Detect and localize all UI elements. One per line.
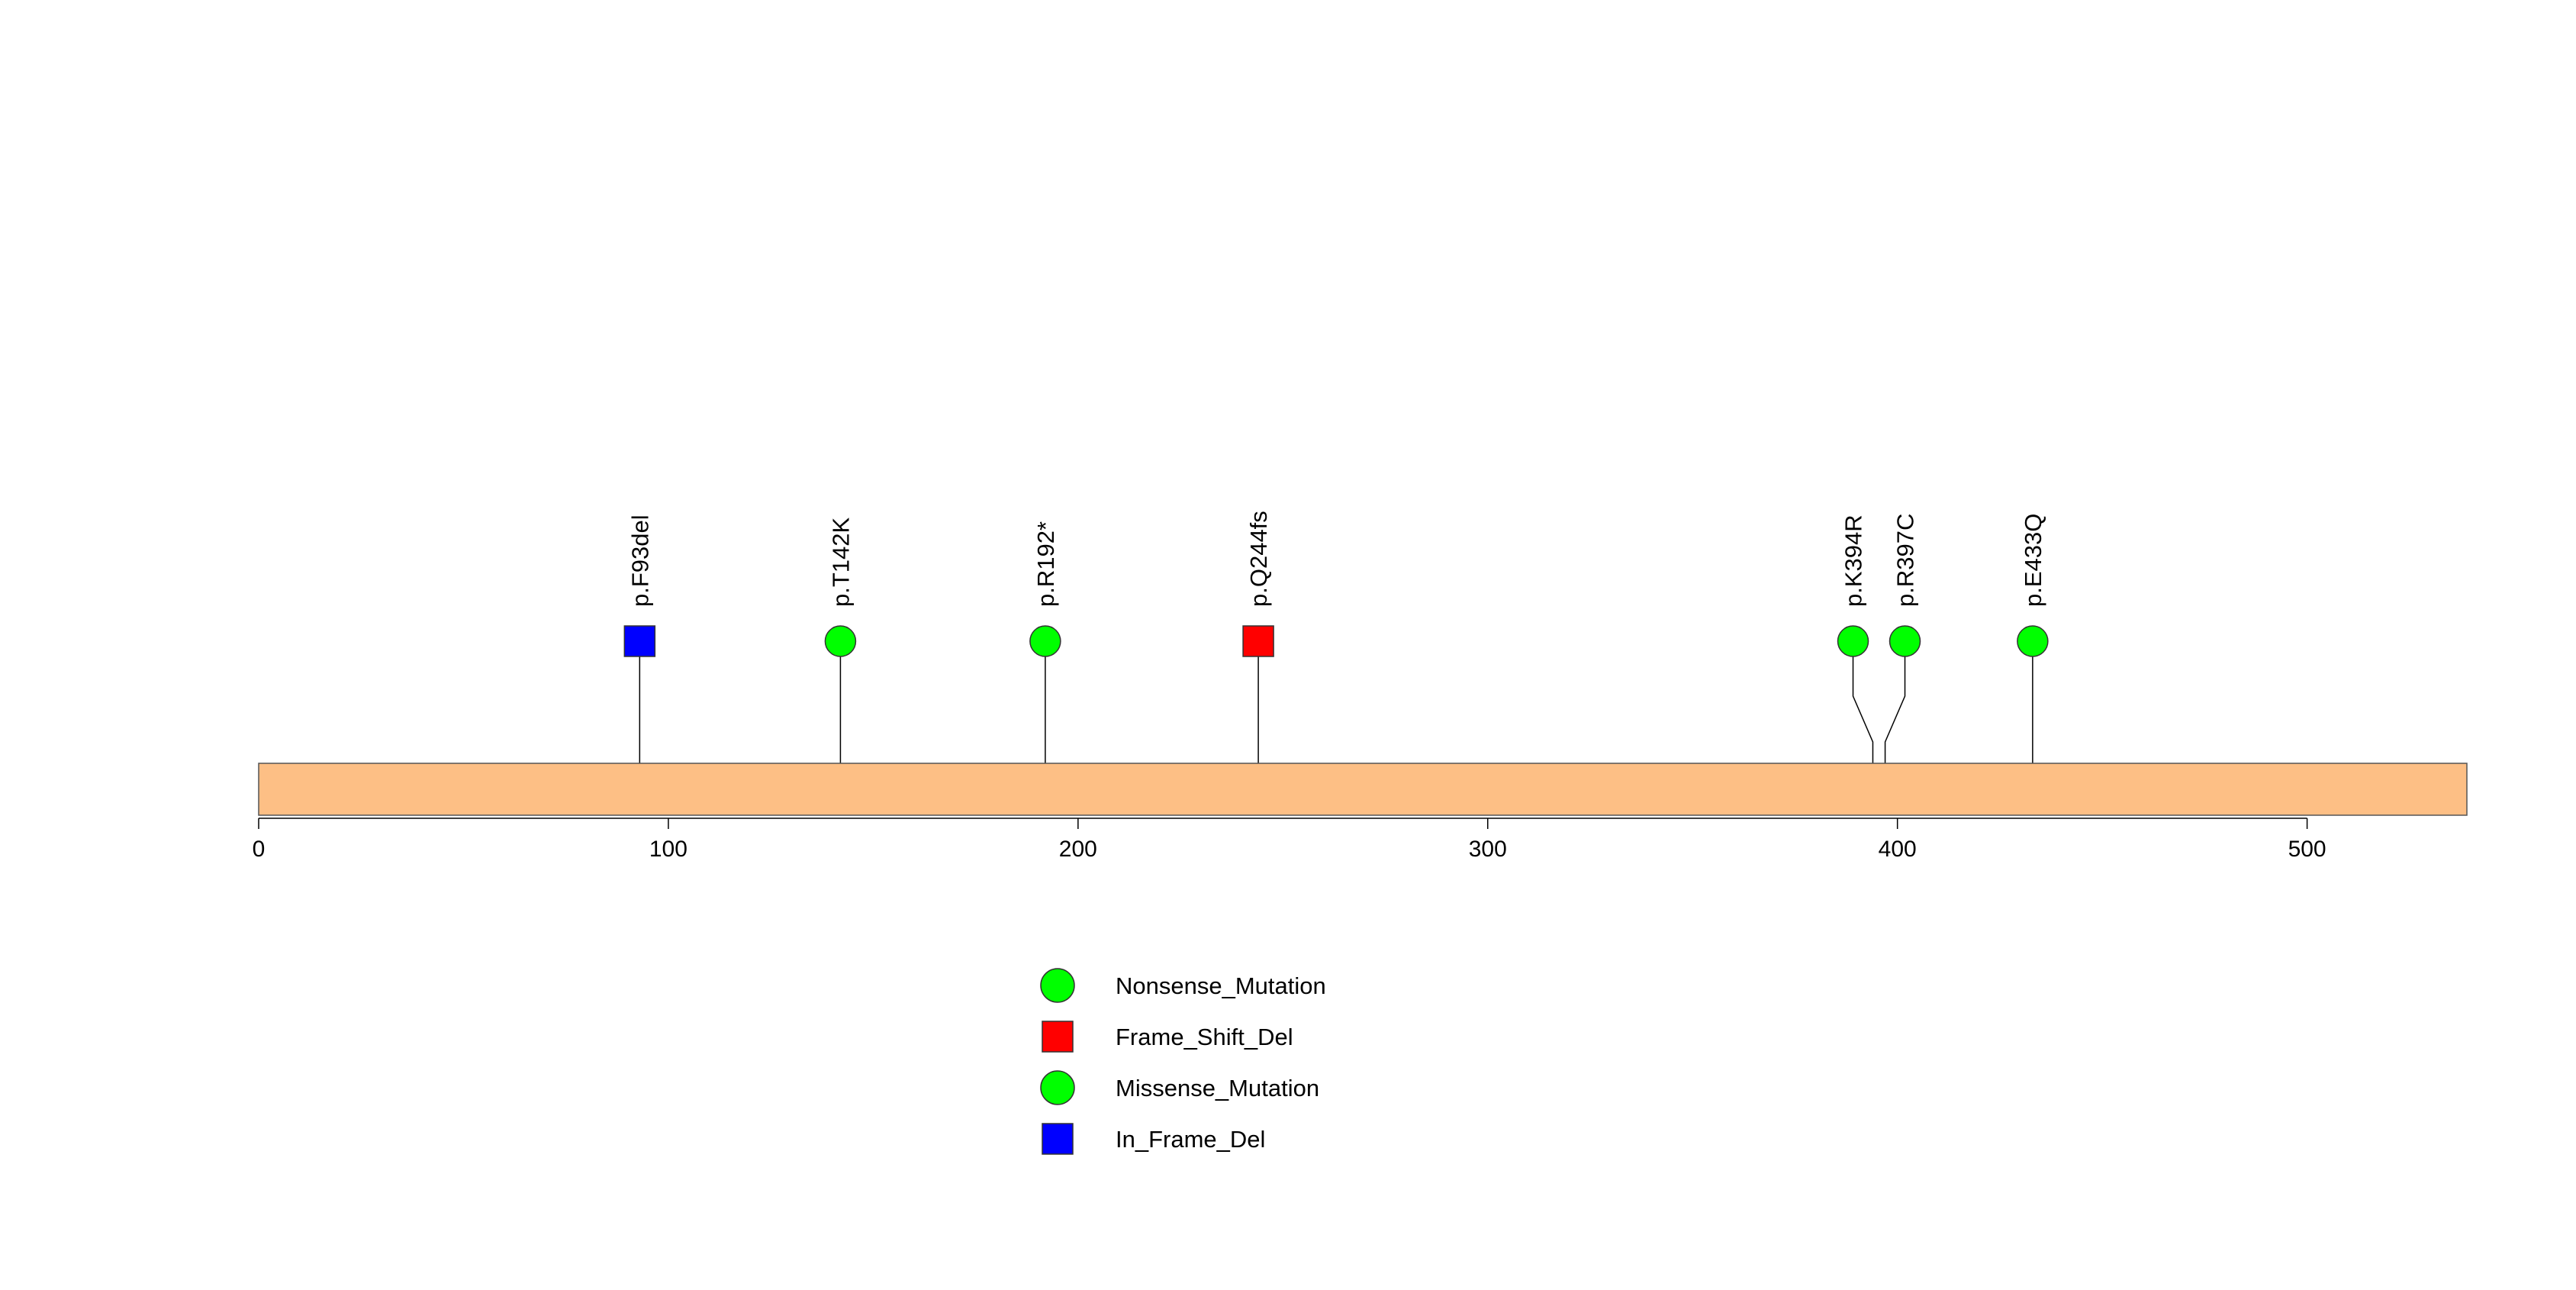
legend-label: Frame_Shift_Del <box>1116 1024 1293 1050</box>
mutation-label: p.T142K <box>827 517 854 607</box>
x-axis-tick-label: 300 <box>1469 837 1507 862</box>
x-axis-tick-label: 100 <box>649 837 687 862</box>
x-axis-tick-label: 200 <box>1059 837 1097 862</box>
x-axis: 0 100 200 300 400 500 <box>253 818 2326 862</box>
mutation-label: p.R397C <box>1892 514 1919 607</box>
mutation-label: p.Q244fs <box>1245 511 1272 607</box>
mutation-marker-square <box>623 625 656 657</box>
mutation-label: p.E433Q <box>2020 514 2046 607</box>
protein-bar <box>258 763 2468 816</box>
mutation-marker-square <box>1242 625 1274 657</box>
legend-swatch-square <box>1042 1021 1074 1053</box>
mutation-label: p.R192* <box>1032 521 1059 607</box>
mutation-marker-circle <box>2017 625 2049 657</box>
mutation-label: p.K394R <box>1840 514 1867 607</box>
legend-label: Nonsense_Mutation <box>1116 972 1326 999</box>
legend-swatch-square <box>1042 1123 1074 1155</box>
x-axis-tick-label: 500 <box>2288 837 2326 862</box>
x-axis-tick-label: 400 <box>1879 837 1917 862</box>
legend-label: In_Frame_Del <box>1116 1126 1265 1153</box>
mutation-label: p.F93del <box>626 514 653 607</box>
mutation-marker-circle <box>1029 625 1061 657</box>
mutation-markers <box>623 625 2049 657</box>
mutation-marker-circle <box>1837 625 1869 657</box>
mutation-marker-circle <box>1889 625 1921 657</box>
mutation-marker-circle <box>824 625 857 657</box>
legend-swatch-circle <box>1040 968 1075 1003</box>
mutation-labels: p.F93del p.T142K p.R192* p.Q244fs p.K394R p.R… <box>626 511 2046 607</box>
x-axis-tick-label: 0 <box>253 837 266 862</box>
legend: Nonsense_Mutation Frame_Shift_Del Missense… <box>1040 968 1326 1155</box>
legend-label: Missense_Mutation <box>1116 1075 1319 1101</box>
legend-swatch-circle <box>1040 1070 1075 1105</box>
